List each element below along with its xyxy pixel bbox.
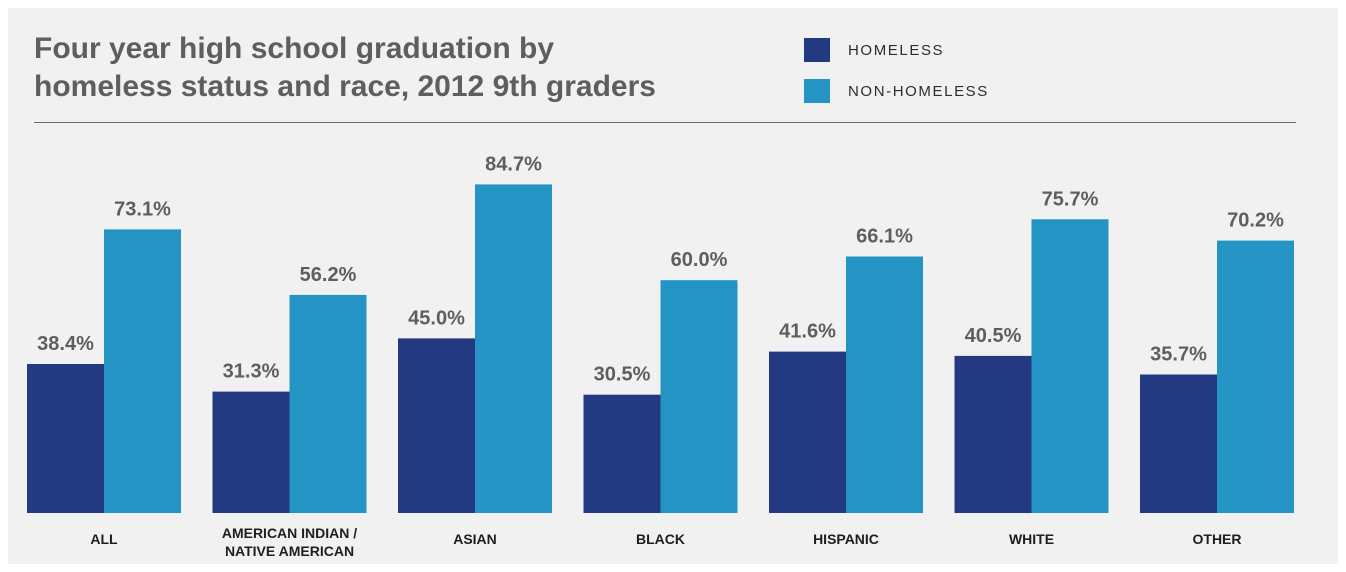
- value-label-non-homeless-6: 75.7%: [1042, 188, 1099, 210]
- category-label-7: OTHER: [1193, 531, 1242, 547]
- bar-non-homeless-4: [660, 280, 738, 513]
- value-label-homeless-7: 35.7%: [1150, 344, 1207, 366]
- category-label-2-line-1: AMERICAN INDIAN /: [222, 525, 357, 541]
- value-label-non-homeless-5: 66.1%: [856, 226, 913, 248]
- value-label-non-homeless-2: 56.2%: [300, 264, 357, 286]
- value-label-non-homeless-7: 70.2%: [1227, 210, 1284, 232]
- bar-homeless-1: [27, 364, 104, 513]
- category-label-4: BLACK: [636, 531, 685, 547]
- title-divider: [34, 122, 1296, 123]
- value-label-homeless-2: 31.3%: [223, 361, 280, 383]
- value-label-non-homeless-1: 73.1%: [114, 198, 171, 220]
- category-label-1: ALL: [90, 531, 118, 547]
- bar-non-homeless-3: [475, 184, 552, 513]
- value-label-homeless-5: 41.6%: [779, 321, 836, 343]
- legend-swatch-homeless: [804, 38, 830, 62]
- legend: HOMELESS NON-HOMELESS: [804, 38, 989, 120]
- legend-label-non-homeless: NON-HOMELESS: [848, 82, 989, 100]
- value-label-non-homeless-4: 60.0%: [671, 249, 728, 271]
- bar-homeless-6: [954, 355, 1032, 513]
- bar-homeless-2: [212, 391, 290, 513]
- bar-non-homeless-1: [104, 229, 181, 513]
- legend-swatch-non-homeless: [804, 79, 830, 103]
- value-label-homeless-1: 38.4%: [37, 333, 94, 355]
- bar-homeless-7: [1140, 374, 1217, 513]
- bar-non-homeless-7: [1217, 240, 1294, 513]
- bar-homeless-3: [398, 338, 475, 513]
- legend-item-homeless: HOMELESS: [804, 38, 989, 62]
- value-label-non-homeless-3: 84.7%: [485, 153, 542, 175]
- legend-label-homeless: HOMELESS: [848, 41, 945, 59]
- chart-title-line-2: homeless status and race, 2012 9th grade…: [34, 70, 656, 103]
- value-label-homeless-4: 30.5%: [594, 364, 651, 386]
- bar-non-homeless-5: [846, 256, 923, 513]
- value-label-homeless-6: 40.5%: [965, 325, 1022, 347]
- bar-homeless-5: [769, 351, 846, 513]
- chart-title-line-1: Four year high school graduation by: [34, 32, 555, 65]
- category-label-5: HISPANIC: [813, 531, 879, 547]
- category-label-2-line-2: NATIVE AMERICAN: [225, 543, 354, 559]
- value-label-homeless-3: 45.0%: [408, 307, 465, 329]
- category-label-3: ASIAN: [453, 531, 497, 547]
- bar-non-homeless-6: [1031, 219, 1109, 514]
- bar-non-homeless-2: [289, 294, 367, 513]
- chart-title: Four year high school graduation by home…: [34, 30, 656, 106]
- legend-item-non-homeless: NON-HOMELESS: [804, 79, 989, 103]
- bar-homeless-4: [583, 394, 661, 513]
- category-label-6: WHITE: [1009, 531, 1054, 547]
